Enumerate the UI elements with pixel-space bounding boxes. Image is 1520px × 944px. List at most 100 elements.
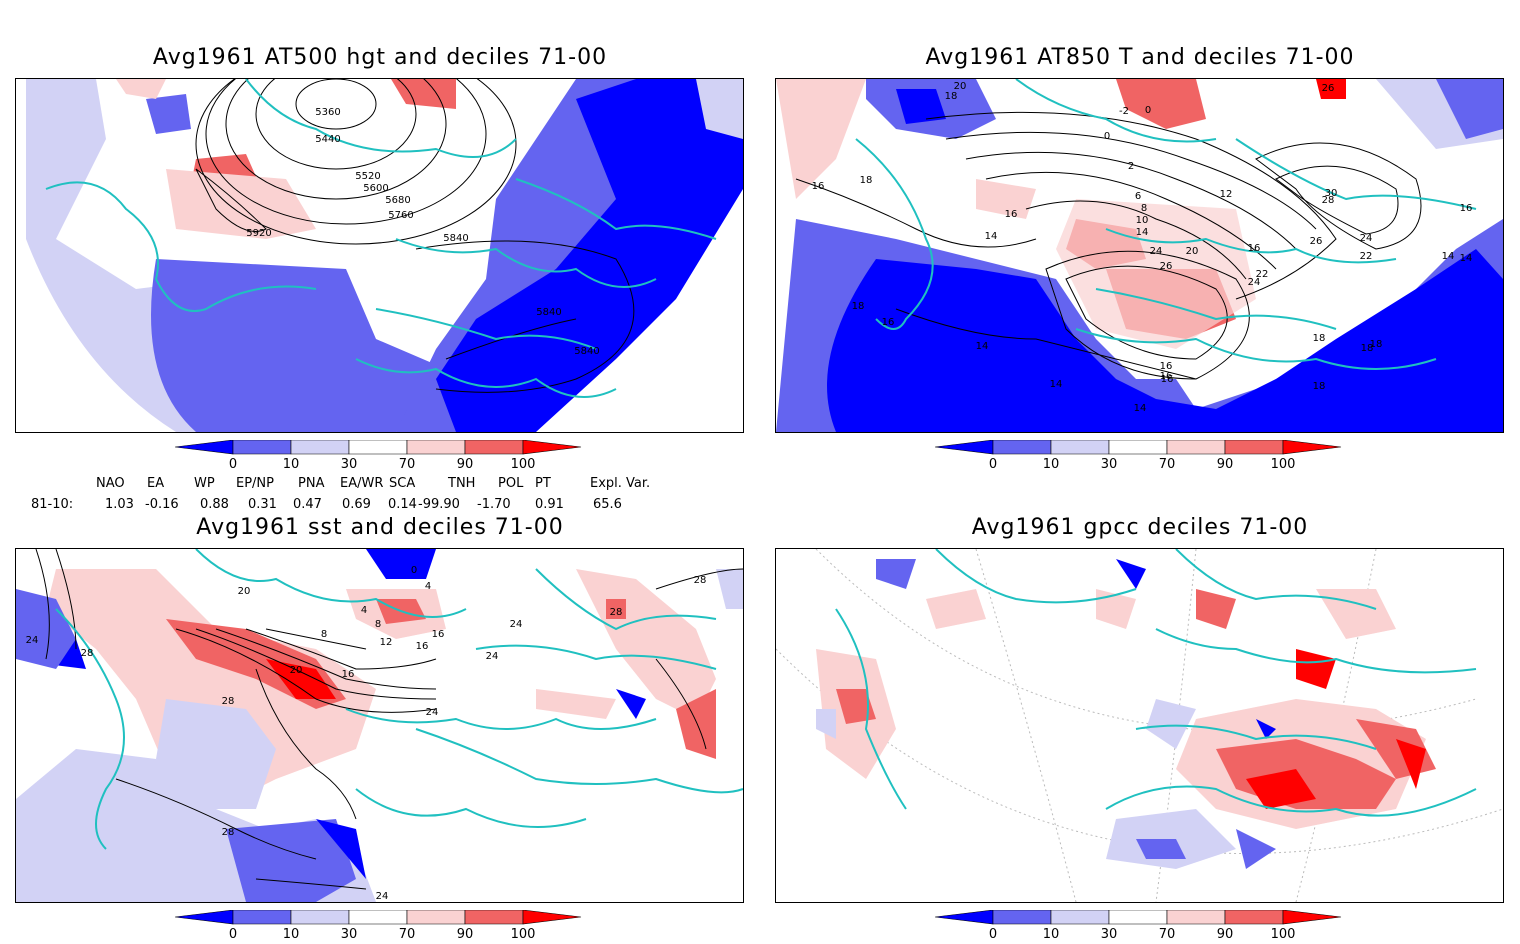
tele-value: 0.31 (248, 497, 277, 512)
colorbar-tick-label: 70 (398, 927, 416, 942)
colorbar-swatch (406, 439, 466, 455)
contour-label: 0 (411, 565, 417, 576)
colorbar-swatch (1050, 909, 1110, 925)
colorbar-hgt500: 0 10 30 70 90 100 (174, 439, 595, 474)
colorbar-tick-label: 10 (1042, 927, 1060, 942)
colorbar-swatch (232, 909, 292, 925)
tele-value: -99.90 (418, 497, 460, 512)
contour-label: 18 (1370, 339, 1383, 350)
colorbar-swatch (290, 909, 350, 925)
panel-title-hgt500: Avg1961 AT500 hgt and deciles 71-00 (152, 45, 608, 70)
colorbar-tick-label: 100 (510, 927, 536, 942)
contour-label: 26 (1322, 83, 1335, 94)
colorbar-swatch (348, 439, 408, 455)
map-sst: 24 28 20 16 8 4 0 4 8 12 16 16 20 24 28 … (15, 548, 744, 903)
tele-header: EP/NP (236, 476, 274, 491)
contour-label: 12 (380, 637, 393, 648)
contour-label: 16 (1161, 374, 1174, 385)
colorbar-swatches (934, 439, 1342, 455)
tele-value: 0.14 (388, 497, 417, 512)
contour-label: 26 (1160, 261, 1173, 272)
contour-label: 26 (1310, 236, 1323, 247)
contour-label: 14 (1136, 227, 1149, 238)
contour-label: 24 (510, 619, 523, 630)
colorbar-tick-label: 90 (456, 927, 474, 942)
contour-label: 16 (1160, 361, 1173, 372)
colorbar-swatch (174, 909, 234, 925)
tele-value: 0.47 (293, 497, 322, 512)
tele-header: EA/WR (340, 476, 384, 491)
tele-value: -1.70 (477, 497, 511, 512)
contour-label: 14 (976, 341, 989, 352)
contour-label: 5920 (246, 228, 271, 239)
colorbar-swatches (174, 439, 582, 455)
contour-label: 0 (1104, 131, 1110, 142)
contour-label: 20 (238, 586, 251, 597)
colorbar-swatch (1282, 439, 1342, 455)
colorbar-swatch (1050, 439, 1110, 455)
contour-label: 28 (694, 575, 707, 586)
contour-label: 8 (375, 619, 381, 630)
contour-label: 4 (361, 605, 367, 616)
contour-label: 20 (290, 665, 303, 676)
contour-label: 24 (1150, 246, 1163, 257)
map-t850-canvas: 20 18 -2 0 0 2 6 8 10 12 14 16 16 18 14 … (776, 79, 1503, 432)
colorbar-tick-label: 90 (456, 457, 474, 472)
colorbar-gpcc: 0 10 30 70 90 100 (934, 909, 1355, 944)
contour-label: 28 (81, 648, 94, 659)
contour-label: 4 (425, 581, 431, 592)
colorbar-swatch (1224, 439, 1284, 455)
colorbar-tick-label: 100 (1270, 927, 1296, 942)
contour-label: 6 (1135, 191, 1141, 202)
colorbar-tick-label: 70 (398, 457, 416, 472)
colorbar-swatch (1166, 909, 1226, 925)
colorbar-tick-label: 10 (1042, 457, 1060, 472)
colorbar-swatch (1108, 439, 1168, 455)
map-hgt500-canvas: 5360 5440 5520 5600 5680 5760 5840 5920 … (16, 79, 743, 432)
colorbar-tick-label: 0 (988, 457, 998, 472)
colorbar-tick-label: 10 (282, 927, 300, 942)
teleconnection-table: NAO EA WP EP/NP PNA EA/WR SCA TNH POL PT… (0, 470, 760, 520)
contour-label: 2 (1128, 161, 1134, 172)
colorbar-swatch (992, 909, 1052, 925)
contour-label: 20 (954, 81, 967, 92)
colorbar-swatch (406, 909, 466, 925)
tele-header: EA (147, 476, 165, 491)
colorbar-swatch (1108, 909, 1168, 925)
contour-label: 18 (1361, 343, 1374, 354)
colorbar-tick-label: 0 (228, 927, 238, 942)
colorbar-swatch (290, 439, 350, 455)
contour-label: 24 (1248, 277, 1261, 288)
panel-title-sst: Avg1961 sst and deciles 71-00 (196, 515, 564, 540)
colorbar-tick-label: 30 (1100, 457, 1118, 472)
colorbar-swatch (522, 439, 582, 455)
map-sst-canvas: 24 28 20 16 8 4 0 4 8 12 16 16 20 24 28 … (16, 549, 743, 902)
contour-label: 8 (1141, 203, 1147, 214)
contour-label: 28 (222, 696, 235, 707)
contour-label: 14 (1134, 403, 1147, 414)
tele-value: 0.91 (535, 497, 564, 512)
contour-label: 5440 (315, 134, 340, 145)
colorbar-swatch (1166, 439, 1226, 455)
contour-label: 24 (26, 635, 39, 646)
contour-label: 16 (1460, 203, 1473, 214)
colorbar-swatch (522, 909, 582, 925)
colorbar-swatch (464, 909, 524, 925)
contour-label: 18 (945, 91, 958, 102)
colorbar-tick-label: 100 (1270, 457, 1296, 472)
colorbar-swatch (992, 439, 1052, 455)
colorbar-sst: 0 10 30 70 90 100 (174, 909, 595, 944)
contour-label: 16 (1005, 209, 1018, 220)
colorbar-swatch (174, 439, 234, 455)
colorbar-tick-label: 90 (1216, 457, 1234, 472)
contour-label: 22 (1360, 251, 1373, 262)
contour-label: 0 (1145, 105, 1151, 116)
contour-label: 5840 (536, 307, 561, 318)
contour-label: 16 (432, 629, 445, 640)
panel-title-t850: Avg1961 AT850 T and deciles 71-00 (925, 45, 1355, 70)
panel-title-gpcc: Avg1961 gpcc deciles 71-00 (971, 515, 1309, 540)
colorbar-swatch (232, 439, 292, 455)
contour-label: 22 (1256, 269, 1269, 280)
colorbar-t850: 0 10 30 70 90 100 (934, 439, 1355, 474)
colorbar-tick-label: 100 (510, 457, 536, 472)
